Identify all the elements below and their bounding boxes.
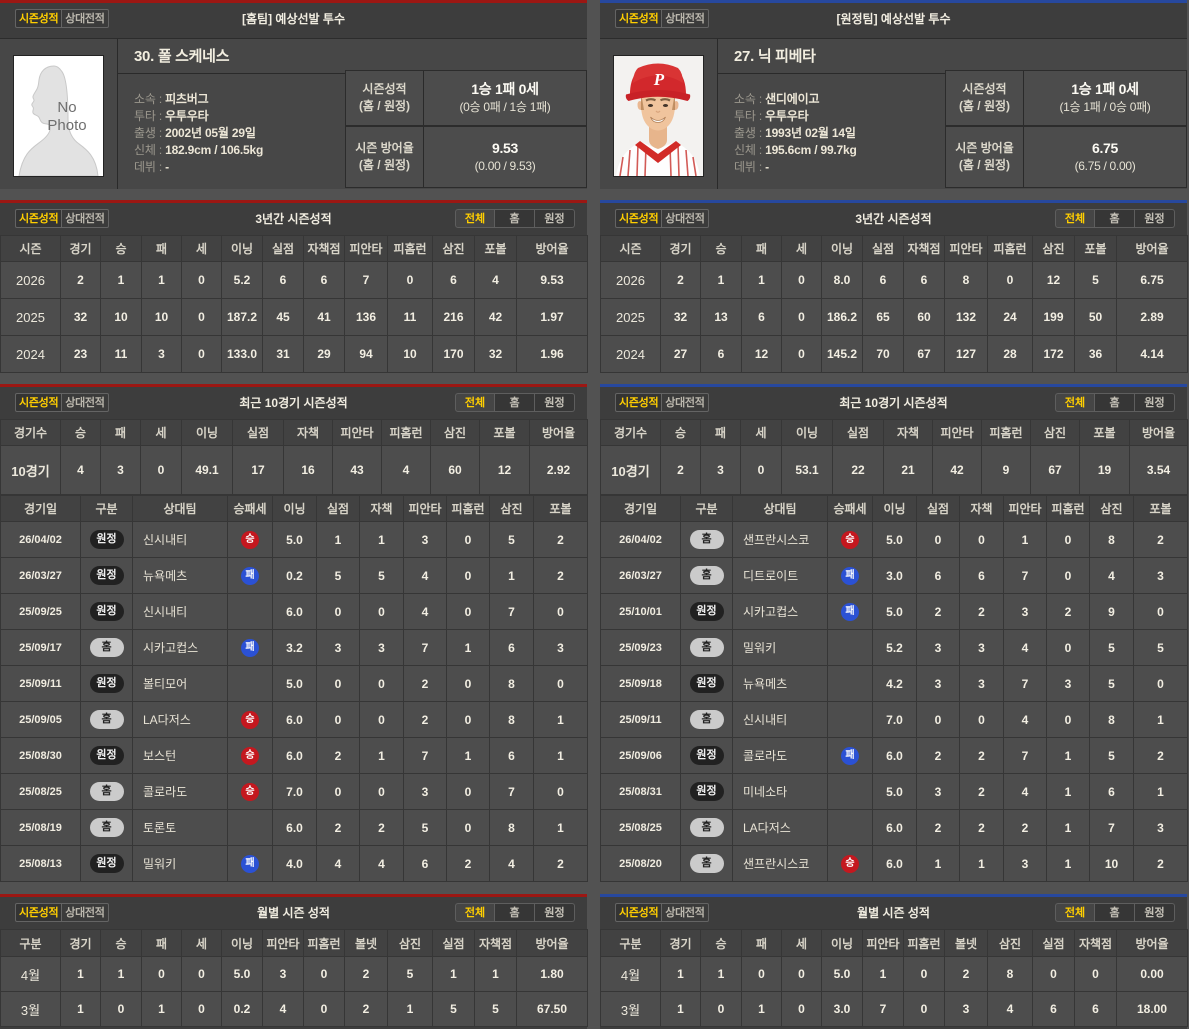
svg-text:P: P <box>653 70 665 89</box>
svg-text:No: No <box>57 99 76 116</box>
svg-text:Photo: Photo <box>47 117 86 134</box>
